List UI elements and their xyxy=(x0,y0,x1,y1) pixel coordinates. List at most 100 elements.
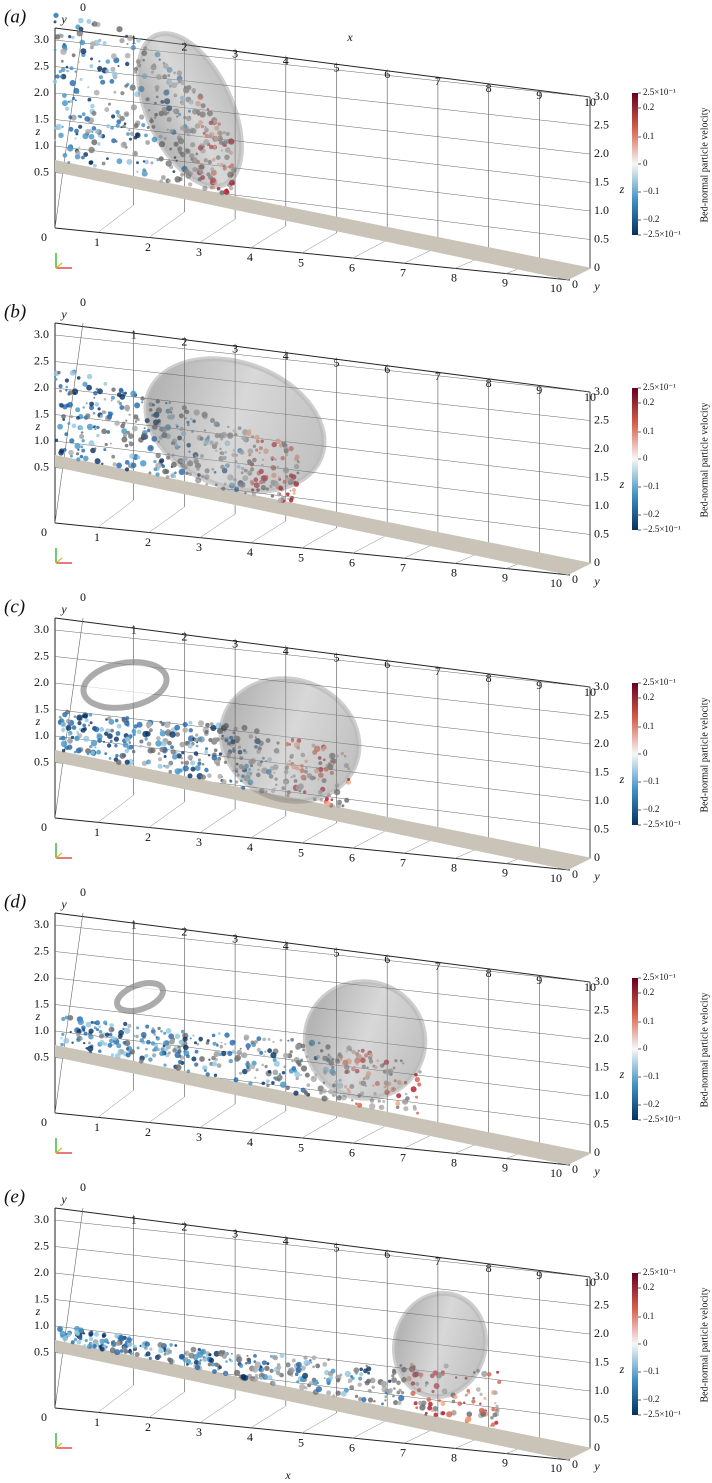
particle xyxy=(68,126,74,132)
z-tick-label: 2.0 xyxy=(34,675,49,689)
particle xyxy=(310,1075,317,1083)
x-tick-label: 1 xyxy=(131,328,137,342)
particle xyxy=(139,1038,145,1043)
particle xyxy=(81,112,86,117)
y-axis-label: y xyxy=(60,1192,67,1206)
particle xyxy=(115,123,120,128)
particle xyxy=(182,1036,188,1042)
particle xyxy=(90,740,98,747)
particle xyxy=(483,1396,487,1400)
particle xyxy=(88,440,95,447)
particle xyxy=(112,1043,115,1046)
particle xyxy=(181,751,185,755)
z-tick-label: 1.0 xyxy=(594,498,609,512)
particle xyxy=(228,1058,233,1064)
z-axis-label: z xyxy=(35,419,41,433)
particle xyxy=(121,428,128,435)
z-tick-label: 2.5 xyxy=(34,943,49,957)
x-tick-label: 4 xyxy=(283,643,289,657)
particle xyxy=(87,1343,93,1349)
particle xyxy=(275,1370,281,1376)
particle xyxy=(126,132,130,136)
z-tick-label: 1.5 xyxy=(594,1059,609,1073)
particle xyxy=(167,740,172,746)
particle xyxy=(165,160,172,167)
particle xyxy=(280,1081,287,1088)
particle xyxy=(151,136,158,143)
particle xyxy=(174,471,177,475)
particle xyxy=(120,141,128,149)
particle xyxy=(142,168,147,173)
particle xyxy=(67,744,73,750)
particle xyxy=(61,1032,65,1036)
particle xyxy=(123,1027,131,1034)
particle xyxy=(136,161,139,165)
x-tick-label: 9 xyxy=(502,1456,508,1470)
particle xyxy=(89,745,93,749)
particle xyxy=(113,1036,117,1041)
particle xyxy=(228,179,235,186)
particle xyxy=(146,1039,151,1045)
particle xyxy=(78,146,81,149)
particle xyxy=(57,370,61,375)
particle xyxy=(367,1371,370,1375)
x-tick-label: 1 xyxy=(94,1120,100,1134)
particle xyxy=(119,1049,125,1054)
particle xyxy=(58,715,62,719)
particle xyxy=(246,1065,250,1069)
particle xyxy=(466,1389,470,1393)
x-tick-label: 2 xyxy=(145,535,151,549)
particle xyxy=(330,1368,336,1374)
x-tick-label: 7 xyxy=(400,1150,406,1164)
particle xyxy=(401,1391,405,1395)
particle xyxy=(167,1357,172,1362)
particle xyxy=(414,1072,418,1077)
z-tick-label: 3.0 xyxy=(34,622,49,636)
particle xyxy=(70,735,75,739)
particle xyxy=(397,1400,402,1406)
particle xyxy=(264,1365,270,1371)
particle xyxy=(341,804,345,808)
particle xyxy=(125,34,128,38)
particle xyxy=(369,1098,375,1103)
x-tick-label: 10 xyxy=(550,281,562,295)
x-tick-label: 10 xyxy=(550,576,562,590)
particle xyxy=(302,1372,309,1379)
particle xyxy=(136,455,141,460)
particle xyxy=(327,1358,330,1361)
particle xyxy=(83,735,90,742)
particle xyxy=(271,1381,276,1385)
particle xyxy=(182,765,189,772)
particle xyxy=(256,1036,262,1042)
particle xyxy=(125,61,130,67)
particle xyxy=(163,755,167,758)
particle xyxy=(245,1043,251,1049)
colorbar-tick-label: −0.1 xyxy=(643,481,659,491)
particle xyxy=(359,1367,364,1372)
particle xyxy=(130,104,137,111)
particle xyxy=(90,45,94,50)
grid-line xyxy=(54,1246,591,1306)
z-tick-label: 0 xyxy=(594,1440,600,1454)
x-tick-label: 8 xyxy=(451,271,457,285)
particle xyxy=(104,107,110,113)
z-tick-label: 1.0 xyxy=(594,1088,609,1102)
particle xyxy=(113,736,119,742)
x-tick-label: 3 xyxy=(232,636,238,650)
y-axis-label: y xyxy=(593,869,600,883)
particle xyxy=(175,732,181,737)
x-tick-label: 9 xyxy=(536,973,542,987)
particle xyxy=(198,758,201,762)
particle xyxy=(117,65,120,67)
particle xyxy=(466,1411,473,1417)
particle xyxy=(119,38,125,44)
particle xyxy=(106,157,109,161)
particle xyxy=(167,179,171,183)
x-tick-label: 3 xyxy=(196,835,202,849)
particle xyxy=(203,1357,208,1362)
particle xyxy=(271,1081,275,1085)
particle xyxy=(300,1065,308,1072)
particle xyxy=(355,1102,358,1106)
x-tick-label: 0 xyxy=(41,1410,47,1424)
particle xyxy=(415,1095,418,1099)
